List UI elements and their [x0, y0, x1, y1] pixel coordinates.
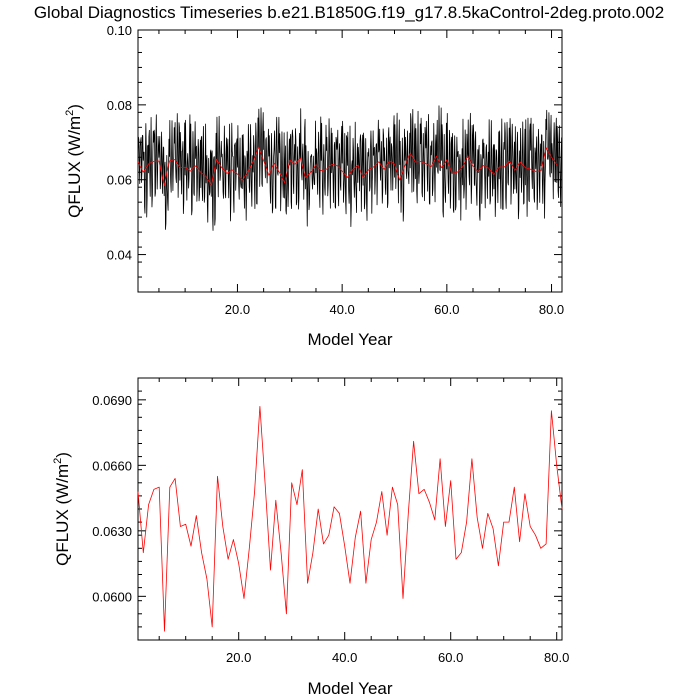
x-tick-label: 40.0 [329, 302, 354, 317]
x-tick-label: 20.0 [225, 302, 250, 317]
series-annual-line [137, 405, 563, 632]
x-tick-label: 80.0 [539, 302, 564, 317]
y-tick-label: 0.06 [107, 173, 132, 188]
y-tick-label: 0.0630 [92, 524, 132, 539]
x-tick-label: 60.0 [434, 302, 459, 317]
top-plot-frame [137, 29, 563, 293]
bottom-panel: 20.0 40.0 60.0 80.0 0.0600 0.0630 0.0660 0.0690… [52, 377, 569, 698]
figure-title: Global Diagnostics Timeseries b.e21.B185… [34, 3, 664, 22]
top-y-axis-title: QFLUX (W/m2) [64, 104, 84, 218]
series-monthly-line [137, 105, 562, 231]
series-annual-line [137, 146, 558, 187]
x-tick-label: 40.0 [332, 650, 357, 665]
bottom-x-axis-title: Model Year [307, 679, 392, 698]
x-tick-label: 60.0 [438, 650, 463, 665]
y-tick-label: 0.08 [107, 98, 132, 113]
y-tick-label: 0.0690 [92, 393, 132, 408]
bottom-axis-ticks [138, 377, 562, 641]
y-tick-label: 0.04 [107, 248, 132, 263]
y-tick-label: 0.10 [107, 23, 132, 38]
top-x-axis-title: Model Year [307, 330, 392, 349]
top-series [137, 105, 562, 231]
y-tick-label: 0.0660 [92, 458, 132, 473]
bottom-plot-frame [137, 377, 563, 641]
bottom-tick-labels: 20.0 40.0 60.0 80.0 0.0600 0.0630 0.0660 0.0690 [92, 393, 569, 665]
top-tick-labels: 20.0 40.0 60.0 80.0 0.04 0.06 0.08 0.10 [107, 23, 564, 317]
x-tick-label: 80.0 [544, 650, 569, 665]
top-panel: 20.0 40.0 60.0 80.0 0.04 0.06 0.08 0.10 Model Y… [64, 23, 564, 349]
y-tick-label: 0.0600 [92, 589, 132, 604]
bottom-y-axis-title: QFLUX (W/m2) [52, 452, 72, 566]
bottom-series [137, 405, 563, 632]
x-tick-label: 20.0 [226, 650, 251, 665]
